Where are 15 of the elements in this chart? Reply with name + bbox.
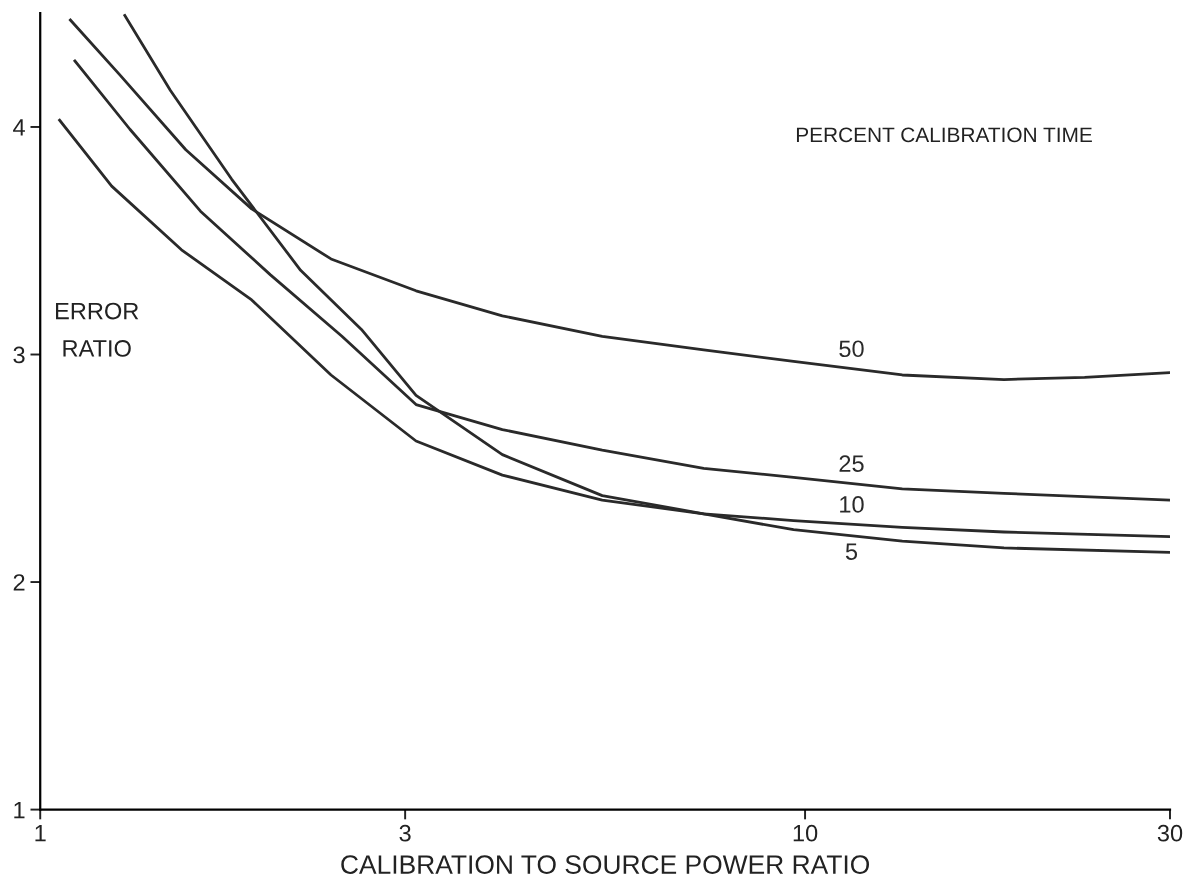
- series-label: 25: [839, 455, 864, 472]
- y-tick-label: 2: [13, 574, 25, 591]
- x-tick-label: 30: [1157, 824, 1183, 842]
- x-tick-label: 3: [399, 824, 411, 842]
- y-tick-label: 4: [13, 119, 25, 136]
- series-label: 10: [840, 496, 864, 513]
- x-tick-label: 10: [793, 824, 818, 842]
- y-axis-title: ERROR RATIO: [56, 302, 139, 357]
- y-tick-label: 1: [14, 801, 25, 819]
- series-label: 5: [845, 543, 858, 560]
- legend-title: PERCENT CALIBRATION TIME: [796, 127, 1092, 143]
- series-label: 50: [839, 340, 864, 358]
- x-tick-label: 1: [35, 825, 46, 842]
- y-tick-label: 3: [13, 346, 25, 364]
- x-axis-title: CALIBRATION TO SOURCE POWER RATIO: [341, 855, 870, 874]
